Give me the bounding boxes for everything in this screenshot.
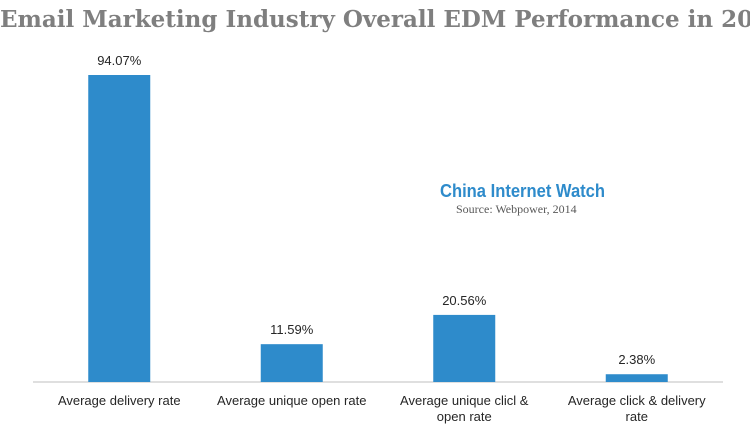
category-label-1: Average unique open rate: [217, 393, 366, 408]
value-label-2: 20.56%: [442, 293, 487, 308]
category-label-2-line-0: Average unique clicl &: [400, 393, 529, 408]
value-label-3: 2.38%: [618, 352, 655, 367]
category-label-2: Average unique clicl & open rate: [400, 393, 529, 424]
value-label-1: 11.59%: [270, 322, 314, 337]
category-label-3-line-1: rate: [626, 409, 648, 424]
value-labels-group: 94.07% 11.59% 20.56% 2.38%: [97, 53, 655, 367]
value-label-0: 94.07%: [97, 53, 142, 68]
watermark-brand: China Internet Watch: [440, 181, 605, 201]
category-label-0-line-0: Average delivery rate: [58, 393, 181, 408]
category-label-2-line-1: open rate: [437, 409, 492, 424]
source-note: Source: Webpower, 2014: [456, 202, 577, 216]
category-labels-group: Average delivery rate Average unique open…: [58, 393, 706, 424]
chart-title: Email Marketing Industry Overall EDM Per…: [0, 6, 750, 33]
category-label-1-line-0: Average unique open rate: [217, 393, 366, 408]
bar-2: [433, 314, 496, 382]
bar-3: [605, 374, 668, 382]
bar-1: [260, 344, 323, 382]
category-label-3-line-0: Average click & delivery: [568, 393, 706, 408]
bars-group: [88, 75, 668, 382]
bar-0: [88, 75, 151, 382]
category-label-0: Average delivery rate: [58, 393, 181, 408]
category-label-3: Average click & delivery rate: [568, 393, 706, 424]
